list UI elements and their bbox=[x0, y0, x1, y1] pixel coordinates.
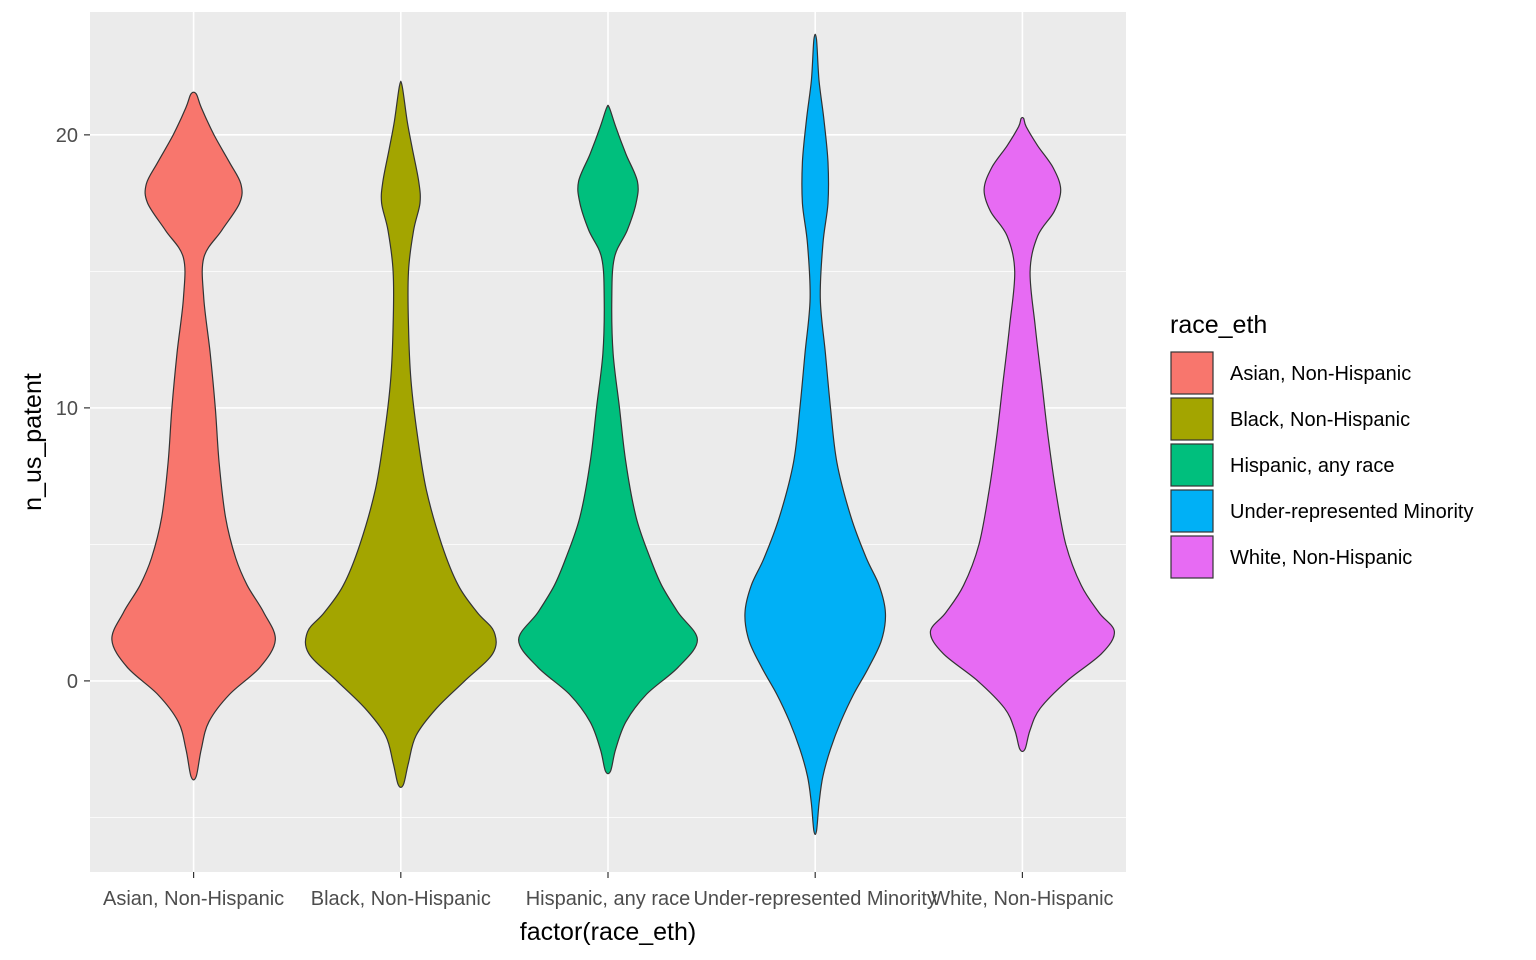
legend-label: Hispanic, any race bbox=[1230, 455, 1395, 477]
y-tick-label: 0 bbox=[67, 671, 78, 693]
x-axis: Asian, Non-Hispanic Black, Non-Hispanic Hi… bbox=[103, 872, 1114, 910]
legend-label: White, Non-Hispanic bbox=[1230, 547, 1412, 569]
y-tick-label: 10 bbox=[56, 398, 78, 420]
legend: race_eth Asian, Non-Hispanic Black, Non-H… bbox=[1170, 311, 1473, 578]
legend-key bbox=[1171, 444, 1213, 486]
legend-label: Asian, Non-Hispanic bbox=[1230, 363, 1411, 385]
x-tick-label: White, Non-Hispanic bbox=[931, 888, 1113, 910]
legend-title: race_eth bbox=[1170, 311, 1267, 339]
x-tick-label: Asian, Non-Hispanic bbox=[103, 888, 284, 910]
x-tick-label: Hispanic, any race bbox=[526, 888, 691, 910]
legend-key bbox=[1171, 536, 1213, 578]
y-tick-label: 20 bbox=[56, 125, 78, 147]
x-tick-label: Black, Non-Hispanic bbox=[311, 888, 491, 910]
legend-key bbox=[1171, 352, 1213, 394]
y-axis-title: n_us_patent bbox=[19, 373, 47, 511]
legend-label: Black, Non-Hispanic bbox=[1230, 409, 1410, 431]
y-axis: 0 10 20 bbox=[56, 125, 90, 693]
legend-key bbox=[1171, 490, 1213, 532]
x-axis-title: factor(race_eth) bbox=[520, 918, 696, 946]
legend-key bbox=[1171, 398, 1213, 440]
x-tick-label: Under-represented Minority bbox=[693, 888, 936, 910]
legend-label: Under-represented Minority bbox=[1230, 501, 1473, 523]
